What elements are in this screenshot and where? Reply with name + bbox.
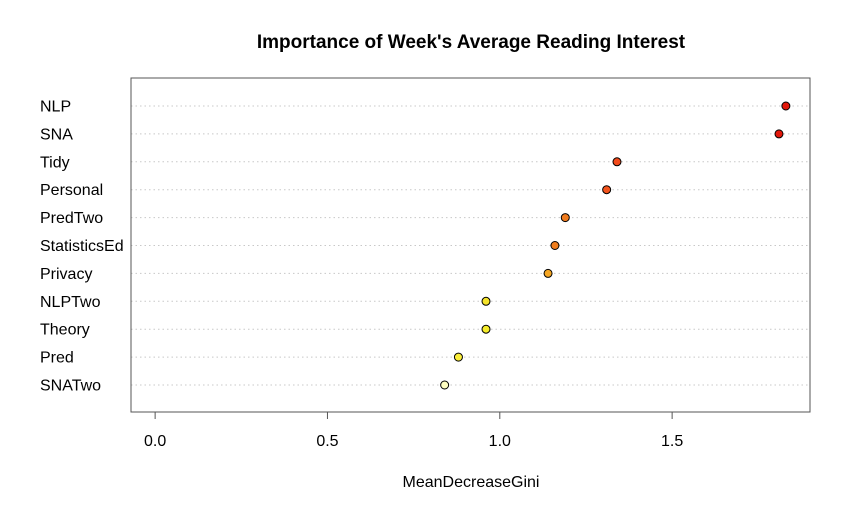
data-point bbox=[781, 101, 791, 111]
category-label: NLPTwo bbox=[40, 294, 101, 311]
data-point bbox=[612, 157, 622, 167]
x-axis-label: MeanDecreaseGini bbox=[403, 474, 540, 491]
category-labels: NLP SNA Tidy Personal PredTwo StatisticsEd Pri… bbox=[40, 99, 124, 395]
category-label: PredTwo bbox=[40, 210, 103, 227]
category-label: SNATwo bbox=[40, 378, 101, 395]
data-point bbox=[440, 380, 450, 390]
x-tick-label: 0.0 bbox=[144, 433, 166, 450]
category-label: Privacy bbox=[40, 266, 92, 283]
grid-layer bbox=[131, 105, 810, 386]
points-layer bbox=[440, 101, 791, 390]
x-axis: 0.0 0.5 1.0 1.5 bbox=[144, 411, 683, 450]
category-label: Personal bbox=[40, 182, 103, 199]
category-label: Theory bbox=[40, 322, 90, 339]
chart-title: Importance of Week's Average Reading Int… bbox=[257, 32, 686, 53]
category-label: Pred bbox=[40, 350, 74, 367]
category-label: Tidy bbox=[40, 154, 70, 171]
x-tick-label: 1.0 bbox=[489, 433, 511, 450]
data-point bbox=[550, 241, 560, 250]
data-point bbox=[774, 129, 784, 139]
data-point bbox=[560, 213, 570, 223]
category-label: SNA bbox=[40, 126, 73, 143]
data-point bbox=[543, 268, 553, 278]
category-label: NLP bbox=[40, 99, 71, 116]
x-tick-label: 0.5 bbox=[316, 433, 338, 450]
category-label: StatisticsEd bbox=[40, 238, 124, 255]
x-tick-label: 1.5 bbox=[661, 433, 683, 450]
data-point bbox=[481, 296, 491, 306]
data-point bbox=[481, 324, 491, 334]
data-point bbox=[602, 185, 612, 195]
data-point bbox=[453, 352, 463, 362]
